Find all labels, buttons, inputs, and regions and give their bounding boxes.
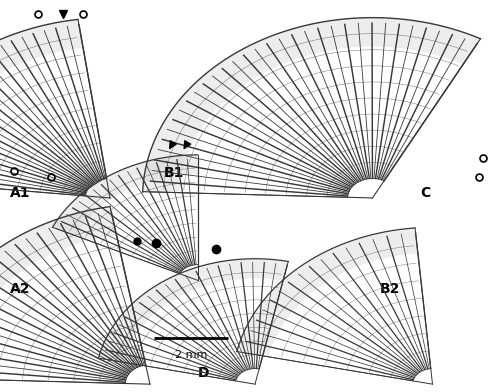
Polygon shape xyxy=(98,259,288,362)
Text: 2 mm: 2 mm xyxy=(174,350,207,360)
Polygon shape xyxy=(237,228,418,357)
Polygon shape xyxy=(142,18,480,193)
Polygon shape xyxy=(0,207,116,379)
Text: C: C xyxy=(420,186,430,200)
Polygon shape xyxy=(0,19,83,182)
Text: B2: B2 xyxy=(380,282,400,296)
Text: D: D xyxy=(198,366,209,380)
Text: A1: A1 xyxy=(10,186,30,200)
Text: A2: A2 xyxy=(10,282,30,296)
Text: B1: B1 xyxy=(164,166,184,180)
Polygon shape xyxy=(52,155,198,236)
